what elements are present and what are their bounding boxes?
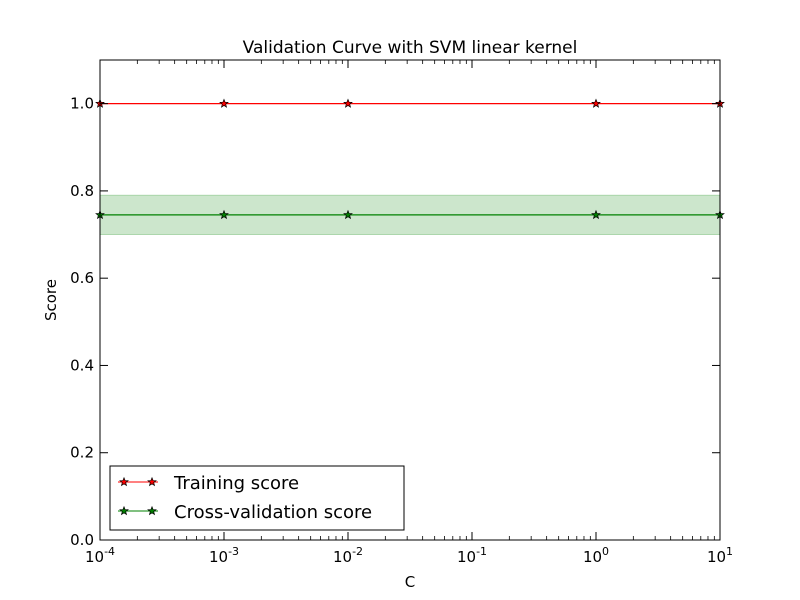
chart-title: Validation Curve with SVM linear kernel bbox=[243, 38, 578, 58]
x-axis-label: C bbox=[405, 573, 415, 591]
y-tick-label-1: 0.2 bbox=[70, 444, 94, 462]
x-tick-label-4: 100 bbox=[583, 545, 609, 566]
y-tick-label-0: 0.0 bbox=[70, 531, 94, 549]
x-tick-label-5: 101 bbox=[707, 545, 733, 566]
legend-marker-cv-0 bbox=[119, 505, 129, 516]
series-0-point-1 bbox=[219, 98, 229, 108]
legend: Training score Cross-validation score bbox=[109, 465, 405, 531]
legend-marker-training-0 bbox=[119, 476, 129, 487]
x-tick-label-1: 10-3 bbox=[209, 545, 239, 566]
y-tick-label-5: 1.0 bbox=[70, 95, 94, 113]
series-0-point-3 bbox=[591, 98, 601, 108]
y-axis-label: Score bbox=[42, 279, 60, 321]
series-0-point-2 bbox=[343, 98, 353, 108]
legend-label-cv: Cross-validation score bbox=[174, 502, 372, 523]
axes-frame bbox=[99, 59, 721, 541]
x-tick-label-2: 10-2 bbox=[333, 545, 363, 566]
legend-box bbox=[109, 465, 405, 531]
legend-marker-training-1 bbox=[147, 476, 157, 487]
legend-label-training: Training score bbox=[173, 473, 299, 494]
x-tick-label-0: 10-4 bbox=[85, 545, 115, 566]
series-1-point-1 bbox=[219, 209, 229, 220]
y-tick-label-2: 0.4 bbox=[70, 356, 94, 374]
y-tick-label-4: 0.8 bbox=[70, 182, 94, 200]
y-tick-label-3: 0.6 bbox=[70, 269, 94, 287]
x-tick-label-3: 10-1 bbox=[457, 545, 487, 566]
series-1-point-3 bbox=[591, 209, 601, 220]
legend-marker-cv-1 bbox=[147, 505, 157, 516]
series-1-point-2 bbox=[343, 209, 353, 220]
